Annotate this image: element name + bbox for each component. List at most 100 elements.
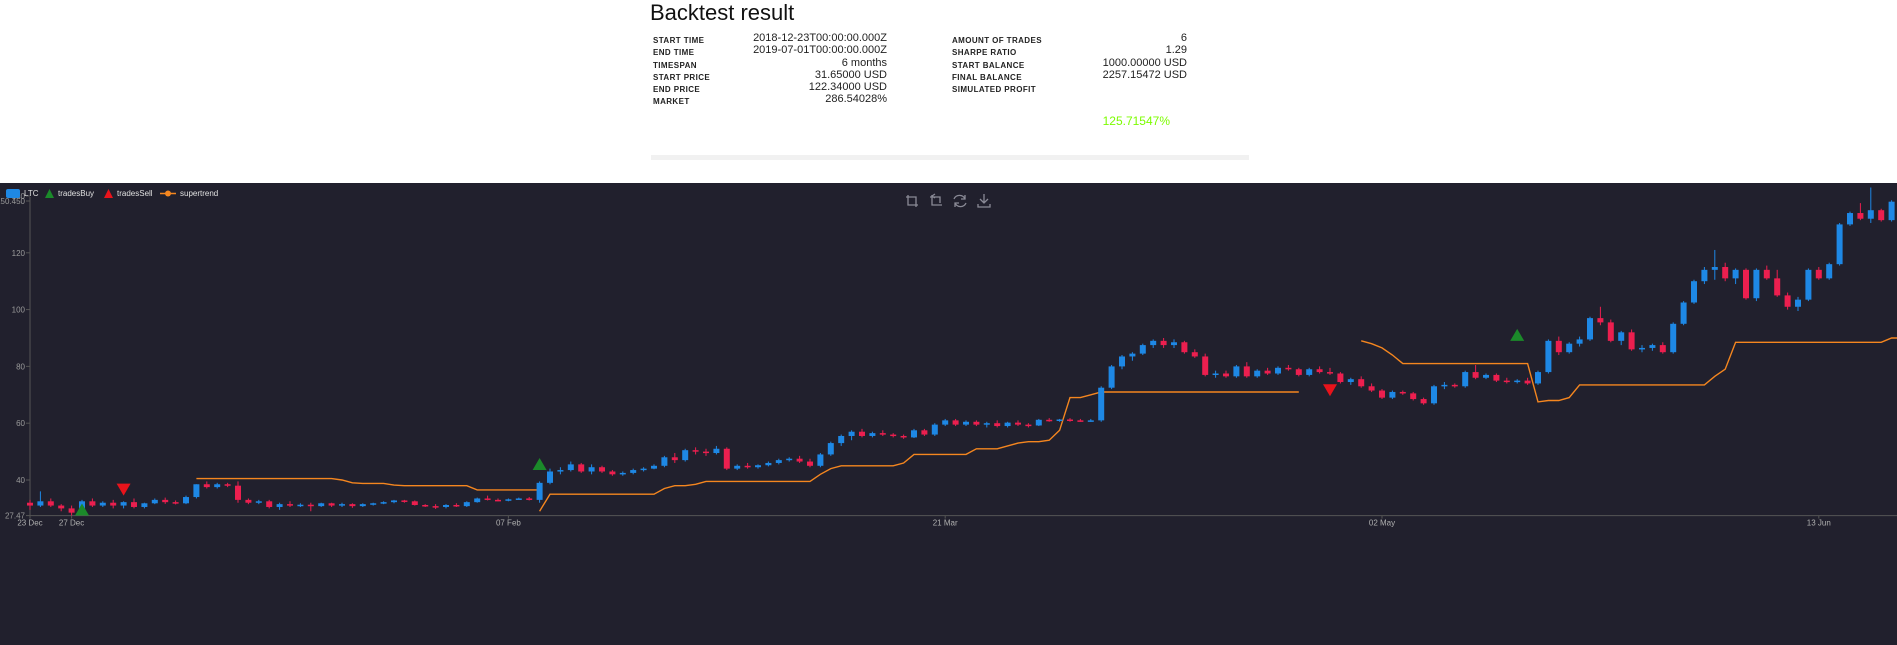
candle-body — [1888, 201, 1895, 221]
candle-body — [1493, 374, 1500, 381]
legend-item-tradesbuy[interactable]: tradesBuy — [45, 189, 94, 198]
candle-body — [952, 420, 959, 425]
candle-body — [1420, 399, 1427, 404]
candle-body — [1597, 318, 1604, 323]
y-tick-label: 100 — [12, 306, 26, 315]
backtest-summary: Backtest result START TIME 2018-12-23T00:… — [649, 0, 1251, 183]
x-tick-label: 07 Feb — [496, 519, 521, 528]
stat-value: 1.29 — [1165, 44, 1187, 56]
candle-body — [1472, 372, 1479, 378]
candle-body — [1867, 210, 1874, 219]
x-tick-label: 23 Dec — [17, 519, 42, 528]
stat-value: 1000.00000 USD — [1102, 57, 1187, 69]
candle-body — [1774, 278, 1781, 296]
legend-label: LTC — [24, 189, 39, 198]
candle-body — [1233, 366, 1240, 377]
candle-body — [775, 460, 782, 463]
candle-body — [1389, 391, 1396, 398]
candle-body — [1046, 419, 1053, 422]
candle-body — [505, 499, 512, 501]
candle-body — [1431, 386, 1437, 404]
candle-body — [1607, 322, 1614, 341]
candle-body — [276, 504, 283, 507]
supertrend-line — [196, 477, 540, 491]
candle-body — [1784, 295, 1791, 307]
candle-body — [630, 470, 637, 473]
candle-body — [1805, 269, 1812, 300]
candle-body — [1285, 367, 1292, 370]
page-title: Backtest result — [650, 0, 795, 25]
stat-label: MARKET — [653, 97, 690, 106]
candle-body — [921, 430, 928, 435]
candle-body — [1316, 369, 1323, 373]
candle-body — [443, 504, 449, 507]
candle-body — [619, 472, 626, 475]
candle-body — [1275, 367, 1281, 374]
stat-label: END TIME — [653, 48, 695, 57]
candle-body — [1202, 356, 1209, 375]
simulated-profit-value: 125.71547% — [1102, 114, 1170, 128]
stat-value: 2019-07-01T00:00:00.000Z — [753, 44, 887, 56]
candle-body — [1347, 379, 1354, 383]
tradesbuy-legend-icon — [45, 189, 54, 198]
candle-body — [734, 465, 741, 469]
legend-item-tradessell[interactable]: tradesSell — [104, 189, 153, 198]
candle-body — [1243, 366, 1250, 377]
candle-body — [1181, 342, 1188, 353]
candle-body — [859, 431, 865, 436]
candle-body — [1150, 340, 1157, 346]
legend-label: supertrend — [180, 189, 219, 198]
trade-sell-marker — [1323, 384, 1337, 397]
candle-body — [172, 502, 179, 504]
candle-body — [1753, 269, 1760, 299]
candle-body — [432, 506, 439, 508]
candle-body — [287, 504, 293, 506]
stat-value: 122.34000 USD — [808, 81, 887, 93]
save-image-icon[interactable] — [975, 192, 993, 210]
candle-body — [1639, 347, 1645, 350]
candle-body — [713, 448, 720, 454]
candle-body — [1514, 380, 1521, 383]
candle-body — [588, 467, 595, 472]
candle-body — [1763, 269, 1770, 279]
candle-body — [1618, 332, 1625, 341]
candle-body — [339, 504, 345, 506]
candle-body — [1670, 323, 1677, 353]
candle-body — [547, 471, 553, 483]
candle-body — [661, 457, 668, 466]
supertrend-line — [539, 391, 1299, 512]
candle-body — [1587, 318, 1593, 340]
stat-value: 286.54028% — [825, 93, 887, 105]
candle-body — [911, 430, 917, 438]
candle-body — [224, 484, 231, 486]
restore-icon[interactable] — [951, 192, 969, 210]
candle-body — [183, 497, 189, 504]
candle-body — [1847, 213, 1853, 225]
ltc-legend-icon — [6, 189, 20, 198]
candle-body — [318, 503, 325, 507]
legend-item-supertrend[interactable]: supertrend — [160, 189, 218, 198]
zoom-icon[interactable] — [903, 192, 921, 210]
candle-body — [931, 424, 938, 435]
zoom-reset-icon[interactable] — [927, 192, 945, 210]
candle-body — [890, 434, 897, 437]
stat-value: 2018-12-23T00:00:00.000Z — [753, 32, 887, 44]
candle-body — [1129, 353, 1136, 357]
legend-item-ltc[interactable]: LTC — [6, 189, 39, 198]
candle-body — [1566, 343, 1573, 353]
candle-body — [141, 503, 148, 507]
legend-label: tradesSell — [117, 189, 153, 198]
stat-label: START TIME — [653, 36, 705, 45]
candle-body — [203, 484, 210, 488]
candle-body — [609, 471, 616, 475]
candle-body — [193, 484, 200, 498]
stat-label: END PRICE — [653, 85, 701, 94]
stat-label: AMOUNT OF TRADES — [952, 36, 1042, 45]
candle-body — [235, 485, 241, 500]
candle-body — [848, 431, 855, 436]
candle-body — [297, 504, 304, 507]
y-tick-label: 60 — [16, 419, 25, 428]
candle-body — [1743, 269, 1749, 299]
